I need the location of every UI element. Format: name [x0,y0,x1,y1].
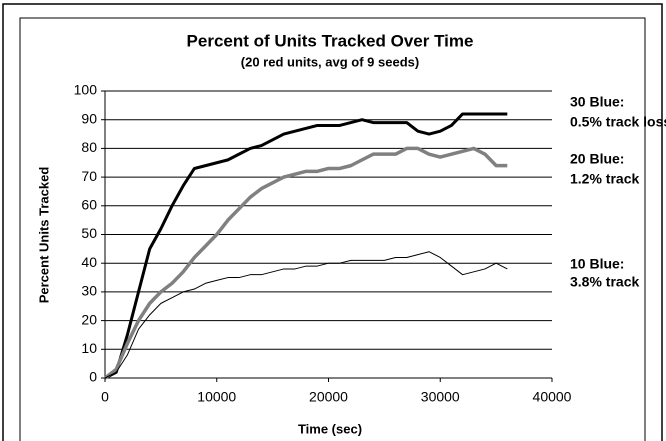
outer-frame [2,3,663,441]
x-tick-label: 20000 [309,389,348,405]
y-tick-label: 40 [81,254,97,270]
annotation: 20 Blue: [570,151,624,167]
annotation: 10 Blue: [570,256,624,272]
y-tick-label: 70 [81,168,97,184]
y-tick-label: 80 [81,139,97,155]
y-axis-label: Percent Units Tracked [36,167,51,304]
annotation: 0.5% track loss [570,114,666,130]
x-tick-label: 0 [101,389,109,405]
chart-title: Percent of Units Tracked Over Time [187,31,474,50]
series-line [104,112,508,380]
series-line [104,251,508,379]
x-tick-label: 30000 [421,389,460,405]
chart-frame [19,17,646,441]
x-tick-label: 10000 [197,389,236,405]
y-tick-label: 20 [81,311,97,327]
chart-subtitle: (20 red units, avg of 9 seeds) [241,54,419,69]
y-tick-label: 0 [89,369,97,385]
x-tick-label: 40000 [533,389,572,405]
series-line [103,146,508,380]
x-axis-label: Time (sec) [298,421,362,436]
y-tick-label: 90 [81,110,97,126]
annotation: 3.8% track [570,274,639,290]
y-tick-label: 10 [81,340,97,356]
y-tick-label: 100 [74,82,98,98]
y-tick-label: 50 [81,225,97,241]
y-tick-label: 30 [81,283,97,299]
annotation: 30 Blue: [570,94,624,110]
annotation: 1.2% track [570,171,639,187]
y-tick-label: 60 [81,197,97,213]
